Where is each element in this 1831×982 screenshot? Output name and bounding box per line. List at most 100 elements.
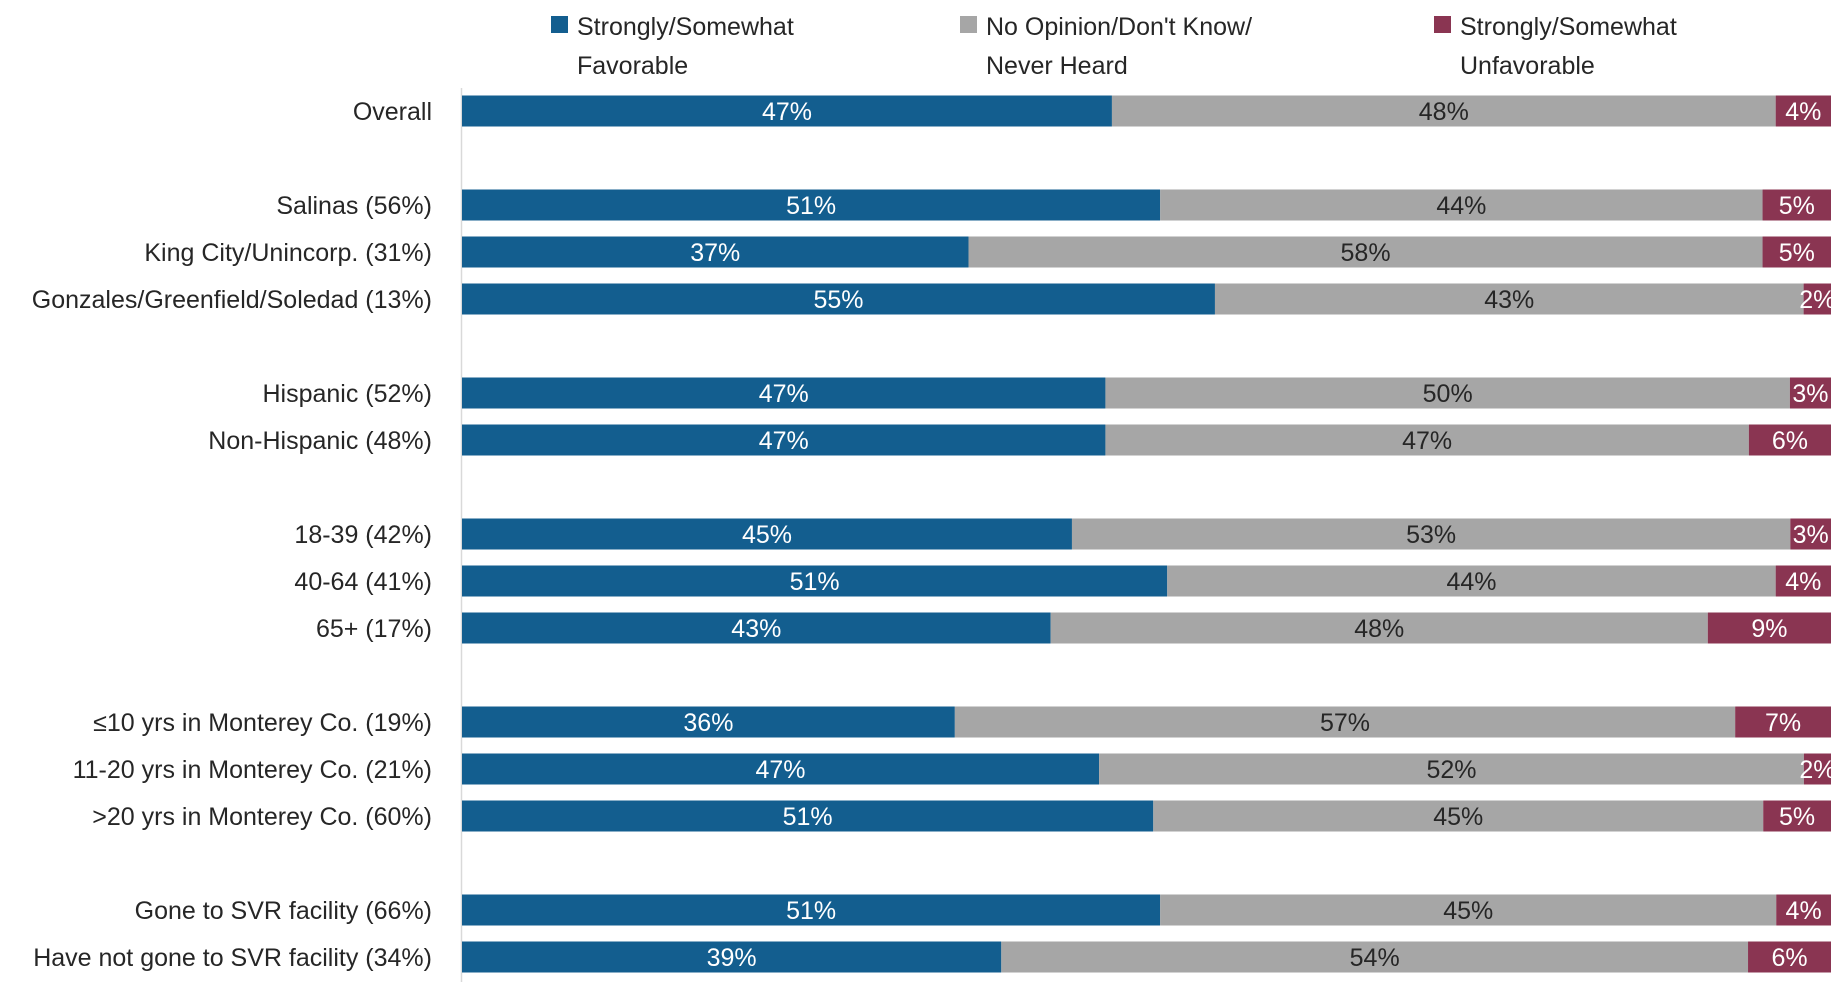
category-label: >20 yrs in Monterey Co. (60%) [92,803,432,831]
bar-segment-neutral [1214,283,1804,315]
category-label: 65+ (17%) [316,615,432,643]
bar-segment-unfavorable [1776,894,1831,926]
value-label-unfavorable: 4% [1785,568,1821,596]
bar-segment-neutral [1050,612,1708,644]
bar-segment-neutral [1160,189,1763,221]
value-label-unfavorable: 4% [1786,897,1822,925]
value-labels: 47% 48% 4% 51% 44% 5% 37% 58% 5% 55% 43% 2% 47% 50% 3%… [683,98,1831,972]
legend-item-unfavorable: Strongly/Somewhat Unfavorable [1434,13,1677,80]
value-label-favorable: 51% [783,803,833,831]
bar-segment-unfavorable [1748,941,1831,973]
bar-segment-favorable [462,95,1112,127]
category-label: Hispanic (52%) [262,380,432,408]
legend-swatch-favorable [551,16,568,33]
category-label: 40-64 (41%) [294,568,432,596]
value-label-favorable: 37% [690,239,740,267]
bar-segment-neutral [1111,95,1776,127]
bar-segment-neutral [968,236,1763,268]
value-label-neutral: 53% [1406,521,1456,549]
bar-segment-unfavorable [1735,706,1831,738]
value-label-neutral: 48% [1419,98,1469,126]
bar-segment-unfavorable [1707,612,1831,644]
legend-swatch-neutral [960,16,977,33]
value-label-favorable: 39% [707,944,757,972]
legend-label-unfavorable: Strongly/Somewhat [1460,13,1677,41]
legend-swatch-unfavorable [1434,16,1451,33]
value-label-neutral: 43% [1484,286,1534,314]
value-label-favorable: 47% [759,427,809,455]
value-label-unfavorable: 2% [1799,286,1831,314]
category-label: Gone to SVR facility (66%) [135,897,432,925]
value-label-neutral: 58% [1341,239,1391,267]
value-label-favorable: 45% [742,521,792,549]
value-label-favorable: 43% [731,615,781,643]
value-label-unfavorable: 3% [1792,380,1828,408]
bar-segment-favorable [462,424,1106,456]
category-label: King City/Unincorp. (31%) [144,239,432,267]
value-label-neutral: 48% [1354,615,1404,643]
bar-segment-unfavorable [1790,518,1831,550]
bar-segment-favorable [462,706,955,738]
bar-segment-unfavorable [1762,189,1831,221]
value-label-favorable: 51% [790,568,840,596]
bar-segment-favorable [462,565,1168,597]
bar-segment-favorable [462,894,1161,926]
value-label-unfavorable: 3% [1793,521,1829,549]
legend: Strongly/Somewhat Favorable No Opinion/Don… [551,13,1677,80]
category-label: Salinas (56%) [276,192,432,220]
bar-segment-favorable [462,189,1161,221]
value-label-neutral: 52% [1426,756,1476,784]
value-label-neutral: 50% [1423,380,1473,408]
bar-segment-favorable [462,612,1051,644]
bar-segment-favorable [462,377,1106,409]
bar-segment-neutral [1001,941,1749,973]
value-label-unfavorable: 5% [1779,192,1815,220]
bar-segment-unfavorable [1763,800,1831,832]
category-labels: Overall Salinas (56%) King City/Unincorp. … [32,98,432,972]
category-label: ≤10 yrs in Monterey Co. (19%) [93,709,432,737]
bar-segment-unfavorable [1803,753,1831,785]
legend-item-neutral: No Opinion/Don't Know/Never Heard [960,13,1252,80]
bar-segment-unfavorable [1789,377,1831,409]
value-label-neutral: 54% [1350,944,1400,972]
bar-segment-neutral [1105,377,1790,409]
value-label-unfavorable: 2% [1799,756,1831,784]
bar-segment-favorable [462,800,1154,832]
value-label-favorable: 51% [786,897,836,925]
value-label-favorable: 55% [813,286,863,314]
category-label: Have not gone to SVR facility (34%) [33,944,432,972]
legend-label-favorable: Favorable [577,52,688,80]
bar-segment-unfavorable [1762,236,1831,268]
bar-segment-neutral [954,706,1736,738]
bar-segment-unfavorable [1775,95,1831,127]
bar-segment-neutral [1167,565,1776,597]
value-label-neutral: 47% [1402,427,1452,455]
legend-label-unfavorable: Unfavorable [1460,52,1595,80]
value-label-neutral: 45% [1433,803,1483,831]
bar-segment-neutral [1153,800,1764,832]
category-label: Overall [353,98,432,126]
bar-segment-unfavorable [1775,565,1831,597]
value-label-neutral: 45% [1443,897,1493,925]
value-label-favorable: 47% [762,98,812,126]
category-label: 18-39 (42%) [294,521,432,549]
bar-segment-neutral [1099,753,1804,785]
bar-segment-neutral [1160,894,1777,926]
bar-segment-favorable [462,283,1215,315]
value-label-unfavorable: 5% [1779,803,1815,831]
legend-label-neutral: Never Heard [986,52,1128,80]
category-label: Gonzales/Greenfield/Soledad (13%) [32,286,432,314]
bar-segment-neutral [1071,518,1791,550]
value-label-favorable: 47% [756,756,806,784]
legend-item-favorable: Strongly/Somewhat Favorable [551,13,794,80]
bar-segment-favorable [462,518,1072,550]
category-label: 11-20 yrs in Monterey Co. (21%) [73,756,432,784]
value-label-unfavorable: 4% [1785,98,1821,126]
value-label-unfavorable: 6% [1772,427,1808,455]
value-label-neutral: 44% [1436,192,1486,220]
value-label-neutral: 44% [1446,568,1496,596]
value-label-favorable: 47% [759,380,809,408]
value-label-unfavorable: 9% [1751,615,1787,643]
bar-segment-unfavorable [1803,283,1831,315]
